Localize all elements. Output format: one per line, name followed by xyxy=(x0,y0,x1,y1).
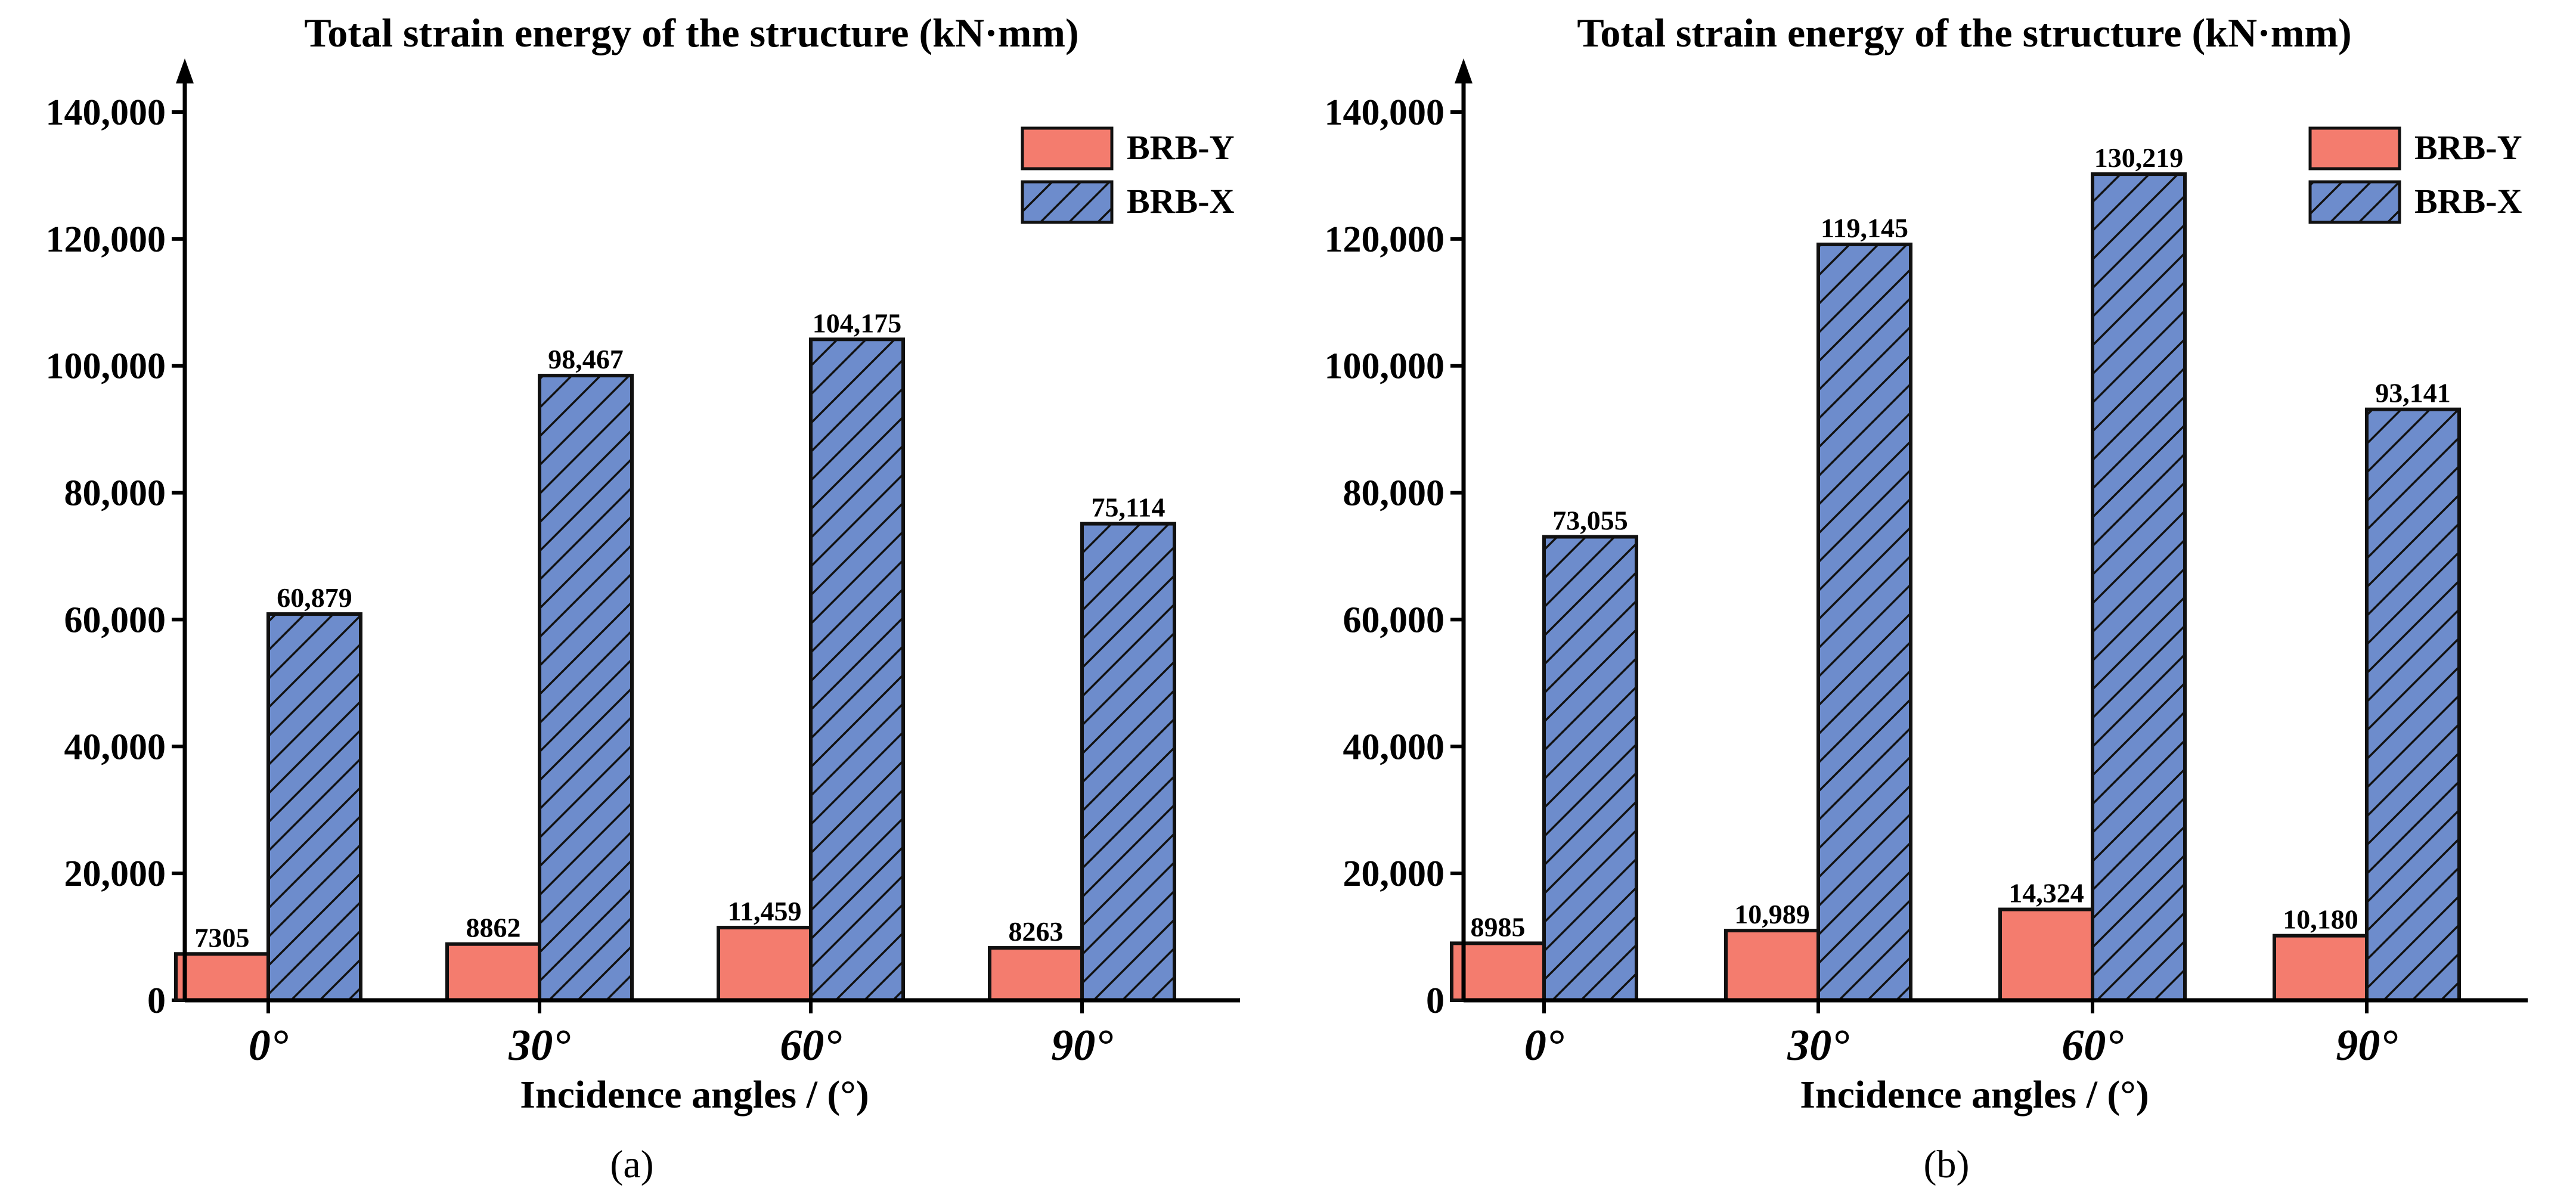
y-tick-label: 140,000 xyxy=(46,92,166,133)
bar-brb-y xyxy=(988,946,1084,1003)
legend-label: BRB-X xyxy=(1127,182,1235,221)
chart-title: Total strain energy of the structure (kN… xyxy=(1577,10,2351,55)
data-label: 8985 xyxy=(1471,911,1526,942)
chart-title: Total strain energy of the structure (kN… xyxy=(304,10,1078,55)
legend-swatch-brb-x xyxy=(1021,180,1114,224)
x-tick-label: 0° xyxy=(1524,1021,1564,1070)
legend-label: BRB-Y xyxy=(1127,128,1234,167)
legend-swatch-brb-y xyxy=(1021,126,1114,170)
x-tick-label: 60° xyxy=(2062,1021,2124,1070)
y-tick-label: 60,000 xyxy=(1343,600,1445,640)
y-tick-label: 100,000 xyxy=(46,346,166,387)
bar-brb-x xyxy=(1080,522,1176,1002)
data-label: 93,141 xyxy=(2375,378,2451,408)
chart-panel-b: Total strain energy of the structure (kN… xyxy=(1325,10,2528,1186)
x-tick-label: 30° xyxy=(1787,1021,1849,1070)
y-tick-label: 40,000 xyxy=(64,727,166,767)
y-tick-label: 80,000 xyxy=(64,473,166,514)
bar-brb-x xyxy=(266,612,362,1002)
y-tick-label: 40,000 xyxy=(1343,727,1445,767)
chart-panel-a: Total strain energy of the structure (kN… xyxy=(46,10,1240,1186)
bar-brb-y xyxy=(445,942,541,1002)
y-tick-label: 20,000 xyxy=(1343,854,1445,894)
x-tick-label: 0° xyxy=(249,1021,289,1070)
y-tick-label: 80,000 xyxy=(1343,473,1445,514)
data-label: 119,145 xyxy=(1821,213,1908,243)
y-tick-label: 20,000 xyxy=(64,854,166,894)
y-tick-label: 60,000 xyxy=(64,600,166,640)
x-axis-title: Incidence angles / (°) xyxy=(1800,1073,2149,1117)
y-tick-label: 0 xyxy=(147,981,166,1021)
y-tick-label: 120,000 xyxy=(1325,219,1445,260)
bar-brb-y xyxy=(2273,934,2369,1003)
y-tick-label: 0 xyxy=(1426,981,1444,1021)
data-label: 60,879 xyxy=(277,582,352,613)
data-label: 73,055 xyxy=(1552,505,1628,535)
panel-label: (a) xyxy=(610,1143,653,1186)
data-label: 130,219 xyxy=(2094,142,2184,173)
legend-swatch-brb-x xyxy=(2308,180,2401,224)
x-tick-label: 60° xyxy=(780,1021,842,1070)
data-label: 10,180 xyxy=(2283,904,2358,935)
legend-label: BRB-X xyxy=(2414,182,2522,221)
bar-brb-x xyxy=(538,374,634,1002)
x-axis-title: Incidence angles / (°) xyxy=(520,1073,869,1117)
legend-swatch-brb-y xyxy=(2308,126,2401,170)
data-label: 98,467 xyxy=(548,344,624,374)
data-label: 10,989 xyxy=(1734,899,1810,929)
data-label: 104,175 xyxy=(813,308,902,338)
bar-brb-x xyxy=(2091,172,2187,1002)
bar-brb-x xyxy=(809,337,905,1002)
data-label: 11,459 xyxy=(728,896,802,926)
bar-brb-x xyxy=(1816,242,1912,1002)
panel-label: (b) xyxy=(1924,1143,1970,1186)
data-label: 7305 xyxy=(195,922,250,953)
data-label: 75,114 xyxy=(1092,492,1165,523)
bar-brb-x xyxy=(2365,407,2461,1002)
y-axis-arrow xyxy=(1455,58,1473,83)
y-tick-label: 120,000 xyxy=(46,219,166,260)
legend-label: BRB-Y xyxy=(2414,128,2522,167)
x-tick-label: 90° xyxy=(1051,1021,1113,1070)
x-tick-label: 90° xyxy=(2336,1021,2398,1070)
data-label: 8263 xyxy=(1009,916,1064,947)
bar-brb-y xyxy=(1724,929,1820,1003)
y-axis-arrow xyxy=(176,58,194,83)
data-label: 14,324 xyxy=(2008,878,2084,908)
y-tick-label: 140,000 xyxy=(1325,92,1445,133)
bar-brb-y xyxy=(1998,907,2094,1003)
x-tick-label: 30° xyxy=(508,1021,571,1070)
bar-brb-y xyxy=(174,952,270,1002)
y-tick-label: 100,000 xyxy=(1325,346,1445,387)
bar-brb-x xyxy=(1542,535,1638,1002)
bar-brb-y xyxy=(717,926,813,1002)
data-label: 8862 xyxy=(466,913,521,943)
